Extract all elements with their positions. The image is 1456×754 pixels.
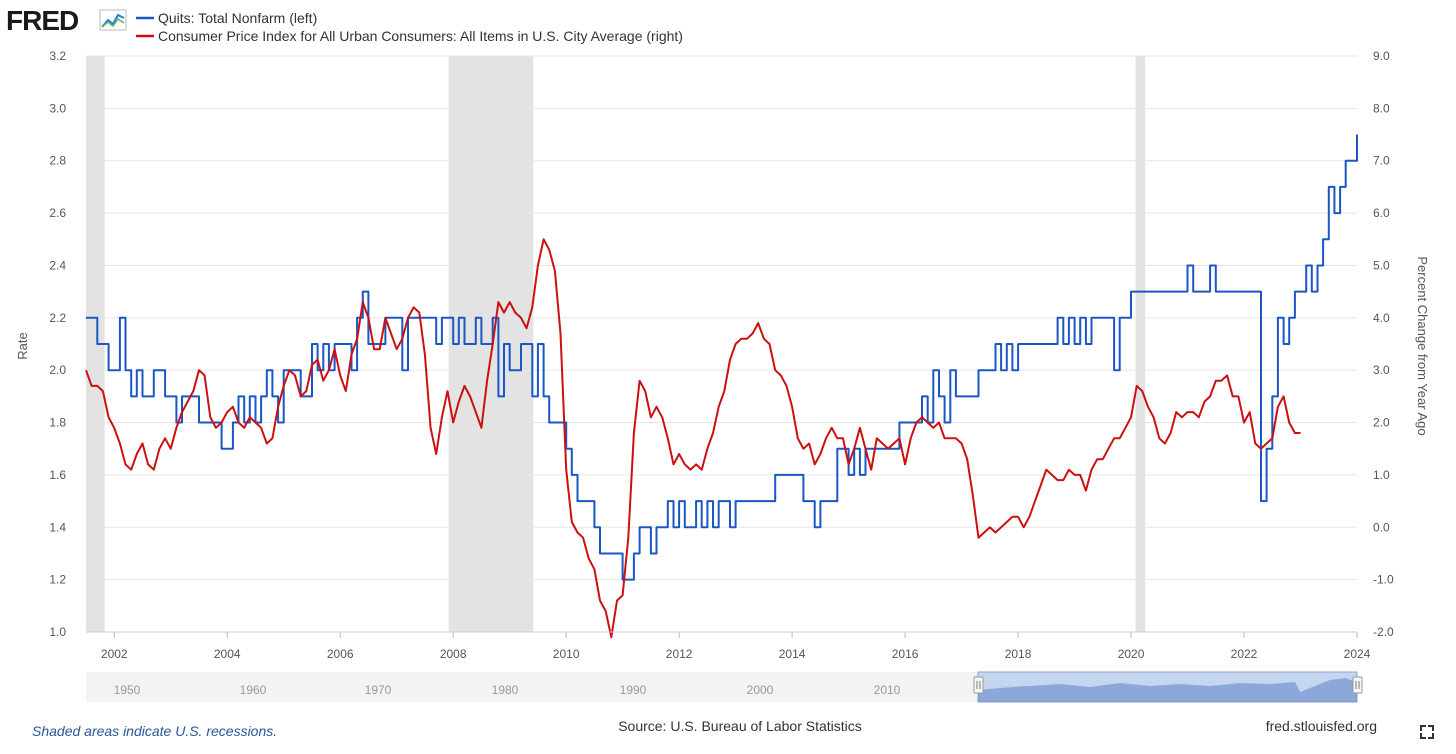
right-tick-label: 8.0 <box>1373 101 1390 115</box>
series-line-cpi[interactable] <box>85 238 1301 639</box>
x-tick-label: 2016 <box>892 647 919 661</box>
gridlines <box>86 55 1357 581</box>
recession-band <box>1135 56 1146 632</box>
series-lines <box>85 134 1358 639</box>
legend-label-cpi[interactable]: Consumer Price Index for All Urban Consu… <box>158 28 683 44</box>
navigator-overview-area <box>978 678 1357 702</box>
left-tick-label: 1.8 <box>49 416 66 430</box>
navigator-tick-label: 1950 <box>114 683 141 697</box>
site-link[interactable]: fred.stlouisfed.org <box>1266 718 1377 734</box>
fred-logo-graph-icon <box>99 9 127 31</box>
right-tick-label: 1.0 <box>1373 468 1390 482</box>
right-tick-label: 0.0 <box>1373 520 1390 534</box>
navigator-tick-label: 1990 <box>620 683 647 697</box>
right-tick-label: 9.0 <box>1373 49 1390 63</box>
left-tick-label: 1.6 <box>49 468 66 482</box>
right-tick-label: 3.0 <box>1373 363 1390 377</box>
x-tick-label: 2014 <box>779 647 806 661</box>
legend-label-quits[interactable]: Quits: Total Nonfarm (left) <box>158 10 317 26</box>
recession-band <box>86 56 105 632</box>
navigator-handle-left[interactable] <box>973 676 984 694</box>
legend: Quits: Total Nonfarm (left) Consumer Pri… <box>136 10 683 44</box>
left-tick-label: 2.2 <box>49 311 66 325</box>
navigator-handle-right[interactable] <box>1352 676 1363 694</box>
right-tick-label: 4.0 <box>1373 311 1390 325</box>
x-tick-label: 2002 <box>101 647 128 661</box>
left-tick-label: 1.4 <box>49 520 66 534</box>
left-axis-title: Rate <box>15 332 30 359</box>
x-tick-label: 2024 <box>1344 647 1371 661</box>
x-tick-label: 2022 <box>1231 647 1258 661</box>
right-axis-title: Percent Change from Year Ago <box>1415 256 1430 435</box>
x-axis-ticks: 2002 2004 2006 2008 2010 2012 2014 2016 2018 2020… <box>101 632 1371 661</box>
navigator-tick-label: 1980 <box>492 683 519 697</box>
x-tick-label: 2006 <box>327 647 354 661</box>
left-tick-label: 2.6 <box>49 206 66 220</box>
recession-shading <box>86 56 1146 632</box>
fred-logo[interactable]: FRED <box>6 5 80 36</box>
right-tick-label: -2.0 <box>1373 625 1394 639</box>
right-tick-label: 2.0 <box>1373 416 1390 430</box>
left-tick-label: 2.8 <box>49 154 66 168</box>
right-tick-label: 6.0 <box>1373 206 1390 220</box>
navigator-tick-label: 1970 <box>365 683 392 697</box>
left-tick-label: 2.4 <box>49 258 66 272</box>
left-axis-ticks: 1.0 1.2 1.4 1.6 1.8 2.0 2.2 2.4 2.6 2.8 3.0 3.2 <box>49 49 66 639</box>
x-tick-label: 2010 <box>553 647 580 661</box>
right-axis-ticks: -2.0 -1.0 0.0 1.0 2.0 3.0 4.0 5.0 6.0 7.0 8.0 9.0 <box>1373 49 1394 639</box>
x-tick-label: 2018 <box>1005 647 1032 661</box>
left-tick-label: 3.0 <box>49 101 66 115</box>
navigator-tick-label: 1960 <box>240 683 267 697</box>
left-tick-label: 1.2 <box>49 573 66 587</box>
x-tick-label: 2012 <box>666 647 693 661</box>
navigator-tick-label: 2000 <box>747 683 774 697</box>
series-line-quits[interactable] <box>86 134 1358 581</box>
source-text[interactable]: Source: U.S. Bureau of Labor Statistics <box>618 718 862 734</box>
recession-note: Shaded areas indicate U.S. recessions. <box>32 723 277 739</box>
time-navigator[interactable]: 19501960197019801990200020102020 <box>86 671 1363 703</box>
navigator-tick-label: 2010 <box>874 683 901 697</box>
left-tick-label: 3.2 <box>49 49 66 63</box>
right-tick-label: 7.0 <box>1373 154 1390 168</box>
fullscreen-icon[interactable] <box>1418 723 1436 741</box>
x-tick-label: 2020 <box>1118 647 1145 661</box>
right-tick-label: 5.0 <box>1373 258 1390 272</box>
left-tick-label: 1.0 <box>49 625 66 639</box>
x-tick-label: 2004 <box>214 647 241 661</box>
right-tick-label: -1.0 <box>1373 573 1394 587</box>
left-tick-label: 2.0 <box>49 363 66 377</box>
x-tick-label: 2008 <box>440 647 467 661</box>
